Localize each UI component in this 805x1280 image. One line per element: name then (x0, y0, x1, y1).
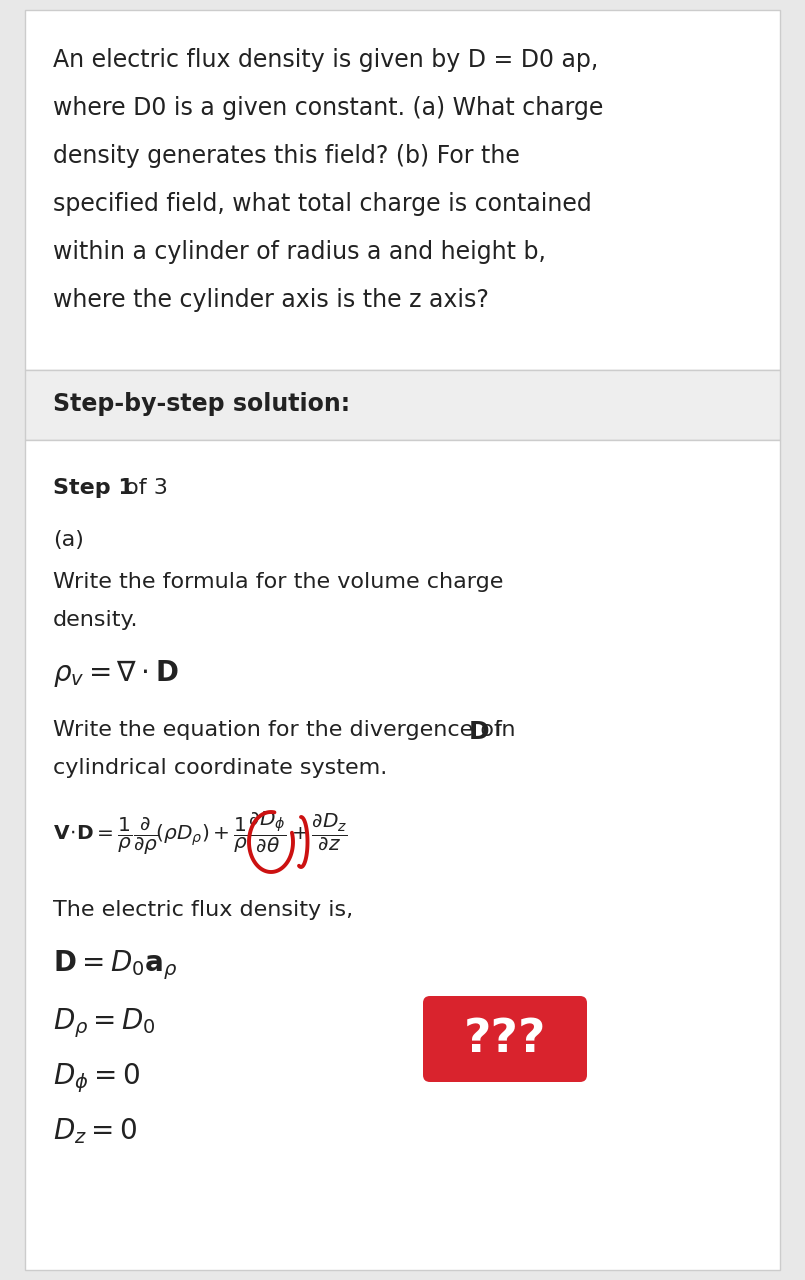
Text: of 3: of 3 (118, 477, 168, 498)
Text: Write the equation for the divergence of: Write the equation for the divergence of (53, 719, 509, 740)
Text: density.: density. (53, 611, 138, 630)
Text: $D_\phi = 0$: $D_\phi = 0$ (53, 1061, 140, 1094)
Text: (a): (a) (53, 530, 84, 550)
Text: Step 1: Step 1 (53, 477, 134, 498)
Text: Write the formula for the volume charge: Write the formula for the volume charge (53, 572, 503, 591)
Text: ???: ??? (464, 1016, 547, 1061)
FancyBboxPatch shape (423, 996, 587, 1082)
Text: density generates this field? (b) For the: density generates this field? (b) For th… (53, 143, 520, 168)
Text: An electric flux density is given by D = D0 ap,: An electric flux density is given by D =… (53, 47, 598, 72)
Text: $\rho_v = \nabla \cdot \mathbf{D}$: $\rho_v = \nabla \cdot \mathbf{D}$ (53, 658, 179, 689)
FancyBboxPatch shape (25, 440, 780, 1270)
Text: within a cylinder of radius a and height b,: within a cylinder of radius a and height… (53, 241, 546, 264)
Text: The electric flux density is,: The electric flux density is, (53, 900, 353, 920)
Text: $\mathbf{D} = D_0\mathbf{a}_\rho$: $\mathbf{D} = D_0\mathbf{a}_\rho$ (53, 948, 178, 982)
Text: where the cylinder axis is the z axis?: where the cylinder axis is the z axis? (53, 288, 489, 312)
FancyBboxPatch shape (25, 370, 780, 440)
FancyBboxPatch shape (25, 10, 780, 370)
Text: Step-by-step solution:: Step-by-step solution: (53, 392, 350, 416)
Text: $D_\rho = D_0$: $D_\rho = D_0$ (53, 1006, 156, 1039)
Text: cylindrical coordinate system.: cylindrical coordinate system. (53, 758, 387, 778)
Text: $D_z = 0$: $D_z = 0$ (53, 1116, 138, 1146)
Text: $\mathbf{V}\!\cdot\!\mathbf{D} = \dfrac{1}{\rho}\dfrac{\partial}{\partial\rho}\!: $\mathbf{V}\!\cdot\!\mathbf{D} = \dfrac{… (53, 810, 348, 858)
Text: in: in (488, 719, 515, 740)
Text: $\mathbf{D}$: $\mathbf{D}$ (468, 719, 489, 744)
Text: specified field, what total charge is contained: specified field, what total charge is co… (53, 192, 592, 216)
Text: where D0 is a given constant. (a) What charge: where D0 is a given constant. (a) What c… (53, 96, 604, 120)
